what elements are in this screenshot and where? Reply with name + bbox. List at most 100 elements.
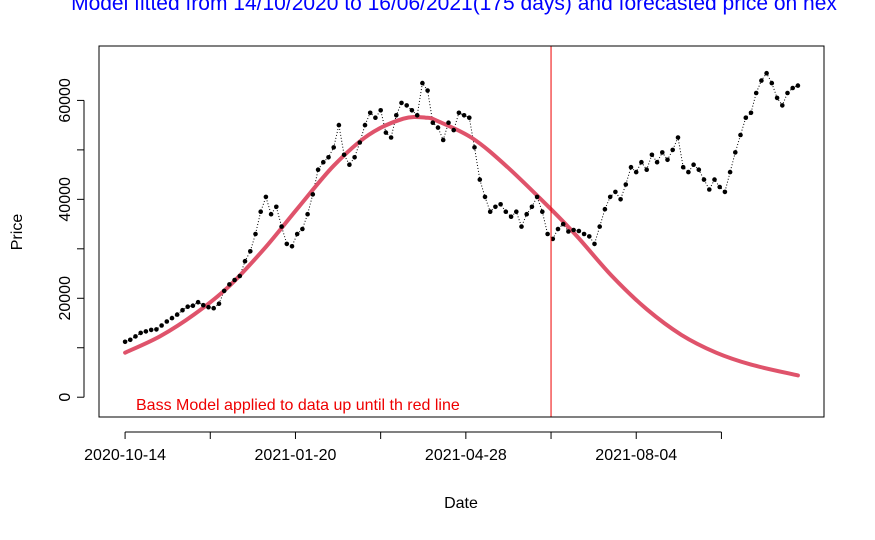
price-point <box>519 224 524 229</box>
price-point <box>451 127 457 133</box>
price-point <box>493 204 498 210</box>
y-tick-label: 0 <box>57 393 74 402</box>
price-point <box>420 80 425 86</box>
price-point <box>435 125 441 130</box>
price-point <box>248 249 253 254</box>
price-point <box>300 226 305 232</box>
price-point <box>321 159 326 165</box>
price-point <box>487 209 493 214</box>
price-point <box>733 150 738 155</box>
price-point <box>555 226 561 232</box>
price-point <box>310 192 316 197</box>
x-tick-label: 2021-01-20 <box>255 447 337 464</box>
price-point <box>587 234 592 239</box>
price-point <box>649 152 655 158</box>
price-point <box>545 231 550 237</box>
price-point <box>675 135 681 140</box>
price-point <box>644 167 649 172</box>
price-point <box>628 164 634 170</box>
price-point <box>294 231 300 237</box>
y-axis: 0 20000 40000 60000 <box>57 78 85 402</box>
price-point <box>211 305 216 311</box>
price-point <box>748 110 754 116</box>
price-point <box>759 78 764 83</box>
price-point <box>362 122 368 128</box>
price-point <box>446 120 451 125</box>
price-point <box>717 184 722 190</box>
price-point <box>195 299 201 305</box>
price-point <box>774 95 780 101</box>
price-point <box>654 159 660 165</box>
price-point <box>425 88 430 93</box>
price-point <box>566 229 571 234</box>
price-point <box>206 304 211 310</box>
price-point <box>232 277 237 283</box>
price-point <box>670 147 675 153</box>
price-point <box>576 228 582 234</box>
price-point <box>508 214 514 219</box>
price-point <box>780 103 785 108</box>
price-point <box>592 241 597 247</box>
price-point <box>341 152 347 158</box>
price-point <box>185 304 190 310</box>
price-point <box>326 155 331 160</box>
plot-frame <box>98 45 825 418</box>
price-point <box>242 258 248 264</box>
price-point <box>785 90 790 96</box>
price-point <box>524 211 529 217</box>
price-point <box>430 120 436 125</box>
price-point <box>409 108 415 113</box>
price-point <box>707 187 712 192</box>
price-point <box>482 194 488 200</box>
price-point <box>790 85 795 91</box>
price-point <box>472 145 477 150</box>
price-point <box>394 113 399 118</box>
price-point <box>347 162 352 167</box>
price-point <box>373 115 378 120</box>
price-point <box>581 231 587 237</box>
price-point <box>315 167 321 172</box>
price-point <box>456 110 462 116</box>
price-point <box>712 177 717 182</box>
price-point <box>467 115 472 120</box>
price-point <box>128 337 133 343</box>
price-point <box>680 164 686 170</box>
x-tick-label: 2021-04-28 <box>425 447 507 464</box>
price-point <box>701 177 707 182</box>
price-point <box>639 159 644 165</box>
price-point <box>159 323 164 328</box>
price-point <box>138 330 143 336</box>
price-point <box>597 224 602 229</box>
price-point <box>258 209 264 214</box>
price-point <box>514 209 519 214</box>
price-point <box>367 110 373 116</box>
price-point <box>571 227 576 233</box>
price-point <box>154 327 159 332</box>
observed-price-connector <box>124 72 799 343</box>
x-axis-label: Date <box>444 495 478 512</box>
price-point <box>227 282 232 287</box>
price-point <box>169 315 175 321</box>
price-point <box>148 327 154 333</box>
price-point <box>305 211 310 217</box>
price-point <box>602 206 608 212</box>
price-point <box>216 301 222 307</box>
price-point <box>174 312 180 317</box>
price-point <box>388 135 394 140</box>
bass-model-annotation: Bass Model applied to data up until th r… <box>136 397 460 414</box>
x-tick-label: 2021-08-04 <box>595 447 677 464</box>
price-point <box>164 319 170 324</box>
y-axis-label: Price <box>9 214 26 251</box>
price-point <box>738 132 743 138</box>
price-point <box>623 182 629 187</box>
price-point <box>378 108 384 113</box>
y-tick-label: 40000 <box>57 177 74 222</box>
price-point <box>201 302 206 308</box>
y-tick-label: 20000 <box>57 276 74 321</box>
price-point <box>613 189 618 195</box>
price-point <box>274 204 279 210</box>
price-point <box>769 80 775 86</box>
price-point <box>279 224 284 229</box>
price-point <box>133 334 138 339</box>
